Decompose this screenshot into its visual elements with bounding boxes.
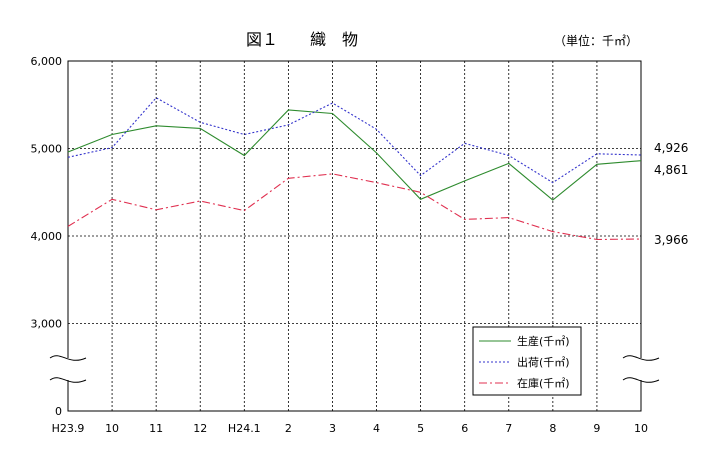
end-value-label: 4,861 — [654, 163, 688, 177]
axis-break-mark — [622, 377, 660, 383]
chart-title: 図１ 織 物 — [246, 30, 358, 49]
y-tick-label: 4,000 — [31, 230, 63, 243]
x-tick-label: 3 — [329, 422, 336, 435]
axis-break-mark — [622, 355, 660, 361]
axis-break-mark — [49, 355, 87, 361]
legend-label: 出荷(千㎡) — [517, 355, 570, 369]
legend-label: 在庫(千㎡) — [517, 376, 570, 390]
x-tick-label: 10 — [105, 422, 119, 435]
axis-break-gap — [50, 358, 86, 380]
x-tick-label: 8 — [549, 422, 556, 435]
legend-box — [472, 326, 582, 396]
end-value-label: 3,966 — [654, 233, 688, 247]
y-tick-label: 6,000 — [31, 55, 63, 68]
series-line — [67, 97, 642, 184]
legend-label: 生産(千㎡) — [517, 334, 570, 348]
y-tick-label: 5,000 — [31, 143, 63, 156]
x-tick-label: 12 — [193, 422, 207, 435]
y-tick-label: 0 — [55, 405, 62, 418]
end-value-label: 4,926 — [654, 141, 688, 155]
series-line — [67, 109, 642, 201]
x-tick-label: H24.1 — [228, 422, 261, 435]
x-tick-label: 7 — [505, 422, 512, 435]
x-tick-label: 9 — [593, 422, 600, 435]
x-tick-label: 2 — [285, 422, 292, 435]
x-tick-label: 4 — [373, 422, 380, 435]
series-line — [67, 173, 642, 241]
plot-area: 0 3,000 4,000 5,000 6,000 H23.9 10 11 12 H24.1 2 3 4… — [31, 55, 689, 435]
axis-break-gap — [623, 358, 659, 380]
axis-break-mark — [49, 377, 87, 383]
x-tick-label: H23.9 — [52, 422, 85, 435]
x-tick-label: 11 — [149, 422, 163, 435]
y-tick-label: 3,000 — [31, 318, 63, 331]
x-tick-label: 10 — [634, 422, 648, 435]
x-tick-label: 5 — [417, 422, 424, 435]
unit-label: （単位：千㎡） — [554, 33, 638, 48]
x-tick-label: 6 — [461, 422, 468, 435]
legend: 生産(千㎡) 出荷(千㎡) 在庫(千㎡) — [472, 326, 582, 396]
